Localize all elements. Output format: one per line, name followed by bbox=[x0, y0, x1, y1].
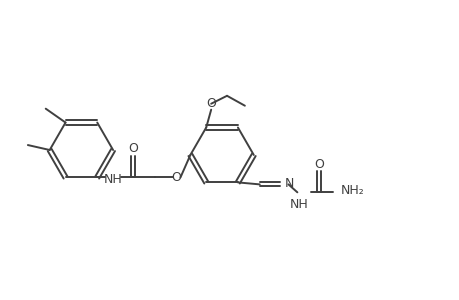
Text: NH₂: NH₂ bbox=[340, 184, 364, 197]
Text: N: N bbox=[284, 177, 293, 190]
Text: NH: NH bbox=[289, 198, 308, 211]
Text: O: O bbox=[313, 158, 324, 171]
Text: O: O bbox=[171, 171, 181, 184]
Text: O: O bbox=[206, 97, 216, 110]
Text: O: O bbox=[128, 142, 138, 155]
Text: NH: NH bbox=[103, 173, 122, 186]
